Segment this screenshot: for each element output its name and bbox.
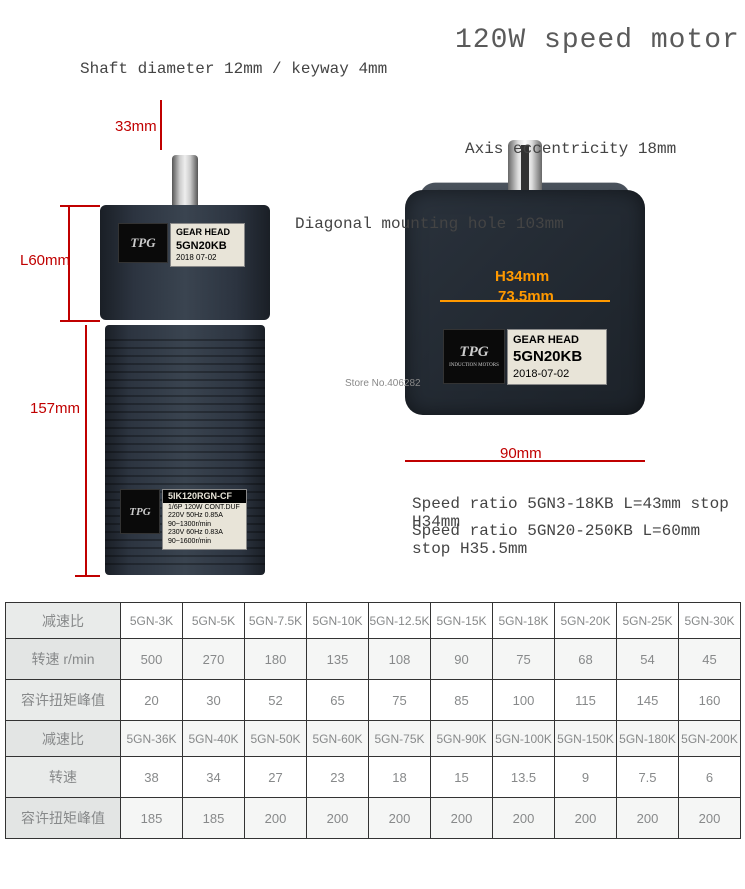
table-cell: 500 bbox=[121, 639, 183, 680]
table-cell: 5GN-75K bbox=[369, 721, 431, 757]
table-cell: 135 bbox=[307, 639, 369, 680]
table-cell: 200 bbox=[307, 798, 369, 839]
table-cell: 5GN-50K bbox=[245, 721, 307, 757]
table-cell: 5GN-200K bbox=[679, 721, 741, 757]
table-cell: 145 bbox=[617, 680, 679, 721]
table-cell: 5GN-180K bbox=[617, 721, 679, 757]
table-cell: 160 bbox=[679, 680, 741, 721]
table-cell: 65 bbox=[307, 680, 369, 721]
dim-tick-2 bbox=[60, 320, 100, 322]
axis-ecc-label: Axis eccentricity 18mm bbox=[465, 140, 676, 158]
table-cell: 200 bbox=[617, 798, 679, 839]
table-cell: 200 bbox=[493, 798, 555, 839]
table-cell: 9 bbox=[555, 757, 617, 798]
table-row-label: 容许扭矩峰值 bbox=[6, 680, 121, 721]
brand-plate-side: TPG bbox=[118, 223, 168, 263]
table-cell: 270 bbox=[183, 639, 245, 680]
table-cell: 23 bbox=[307, 757, 369, 798]
table-cell: 30 bbox=[183, 680, 245, 721]
motor-side-view: TPG GEAR HEAD 5GN20KB 2018 07-02 TPG 5IK… bbox=[100, 155, 270, 575]
brand-plate-motor: TPG bbox=[120, 489, 160, 534]
table-cell: 75 bbox=[369, 680, 431, 721]
table-cell: 200 bbox=[369, 798, 431, 839]
table-cell: 200 bbox=[245, 798, 307, 839]
table-cell: 5GN-40K bbox=[183, 721, 245, 757]
table-cell: 15 bbox=[431, 757, 493, 798]
table-cell: 27 bbox=[245, 757, 307, 798]
gearhead-label-side: GEAR HEAD 5GN20KB 2018 07-02 bbox=[170, 223, 245, 267]
table-cell: 100 bbox=[493, 680, 555, 721]
table-cell: 20 bbox=[121, 680, 183, 721]
table-cell: 5GN-15K bbox=[431, 603, 493, 639]
dim-33-text: 33mm bbox=[115, 118, 157, 135]
table-cell: 185 bbox=[121, 798, 183, 839]
table-cell: 5GN-18K bbox=[493, 603, 555, 639]
motor-shaft bbox=[172, 155, 198, 210]
table-cell: 185 bbox=[183, 798, 245, 839]
gearhead-side: TPG GEAR HEAD 5GN20KB 2018 07-02 bbox=[100, 205, 270, 320]
table-cell: 5GN-25K bbox=[617, 603, 679, 639]
table-cell: 5GN-3K bbox=[121, 603, 183, 639]
table-cell: 38 bbox=[121, 757, 183, 798]
table-row-label: 转速 r/min bbox=[6, 639, 121, 680]
table-cell: 52 bbox=[245, 680, 307, 721]
table-cell: 5GN-100K bbox=[493, 721, 555, 757]
table-cell: 34 bbox=[183, 757, 245, 798]
motor-body: TPG 5IK120RGN-CF 1/6P 120W CONT.DUF 220V… bbox=[105, 325, 265, 575]
watermark: Store No.406282 bbox=[345, 378, 421, 389]
dim-l60-text: L60mm bbox=[20, 252, 70, 269]
table-cell: 5GN-36K bbox=[121, 721, 183, 757]
table-cell: 54 bbox=[617, 639, 679, 680]
table-cell: 18 bbox=[369, 757, 431, 798]
table-row-label: 转速 bbox=[6, 757, 121, 798]
table-cell: 108 bbox=[369, 639, 431, 680]
dim-157-line bbox=[85, 325, 87, 575]
diag-hole-label: Diagonal mounting hole 103mm bbox=[295, 215, 564, 233]
dim-157-text: 157mm bbox=[30, 400, 80, 417]
dim-tick-1 bbox=[60, 205, 100, 207]
table-cell: 45 bbox=[679, 639, 741, 680]
table-cell: 13.5 bbox=[493, 757, 555, 798]
table-cell: 5GN-90K bbox=[431, 721, 493, 757]
dim-h34-text: H34mm bbox=[495, 268, 549, 285]
table-cell: 68 bbox=[555, 639, 617, 680]
table-cell: 5GN-20K bbox=[555, 603, 617, 639]
table-row-label: 容许扭矩峰值 bbox=[6, 798, 121, 839]
speed-ratio-note-2: Speed ratio 5GN20-250KB L=60mm stop H35.… bbox=[412, 522, 745, 558]
motor-label: 5IK120RGN-CF 1/6P 120W CONT.DUF 220V 50H… bbox=[162, 489, 247, 550]
table-cell: 5GN-30K bbox=[679, 603, 741, 639]
gearhead-label-front: GEAR HEAD 5GN20KB 2018-07-02 bbox=[507, 329, 607, 385]
table-cell: 5GN-60K bbox=[307, 721, 369, 757]
shaft-spec-label: Shaft diameter 12mm / keyway 4mm bbox=[80, 60, 387, 78]
dim-33-line bbox=[160, 100, 162, 150]
brand-plate-front: TPG INDUCTION MOTORS bbox=[443, 329, 505, 384]
table-cell: 200 bbox=[555, 798, 617, 839]
table-row-label: 减速比 bbox=[6, 721, 121, 757]
dim-90-text: 90mm bbox=[500, 445, 542, 462]
table-cell: 5GN-5K bbox=[183, 603, 245, 639]
dim-tick-3 bbox=[75, 575, 100, 577]
table-cell: 5GN-10K bbox=[307, 603, 369, 639]
table-cell: 200 bbox=[431, 798, 493, 839]
table-cell: 5GN-12.5K bbox=[369, 603, 431, 639]
table-cell: 5GN-150K bbox=[555, 721, 617, 757]
table-row-label: 减速比 bbox=[6, 603, 121, 639]
table-cell: 75 bbox=[493, 639, 555, 680]
table-cell: 180 bbox=[245, 639, 307, 680]
table-cell: 5GN-7.5K bbox=[245, 603, 307, 639]
spec-table: 减速比5GN-3K5GN-5K5GN-7.5K5GN-10K5GN-12.5K5… bbox=[5, 602, 741, 839]
page-title: 120W speed motor bbox=[455, 25, 740, 56]
table-cell: 115 bbox=[555, 680, 617, 721]
dim-735-text: 73.5mm bbox=[498, 288, 554, 305]
table-cell: 90 bbox=[431, 639, 493, 680]
table-cell: 7.5 bbox=[617, 757, 679, 798]
table-cell: 85 bbox=[431, 680, 493, 721]
table-cell: 6 bbox=[679, 757, 741, 798]
table-cell: 200 bbox=[679, 798, 741, 839]
